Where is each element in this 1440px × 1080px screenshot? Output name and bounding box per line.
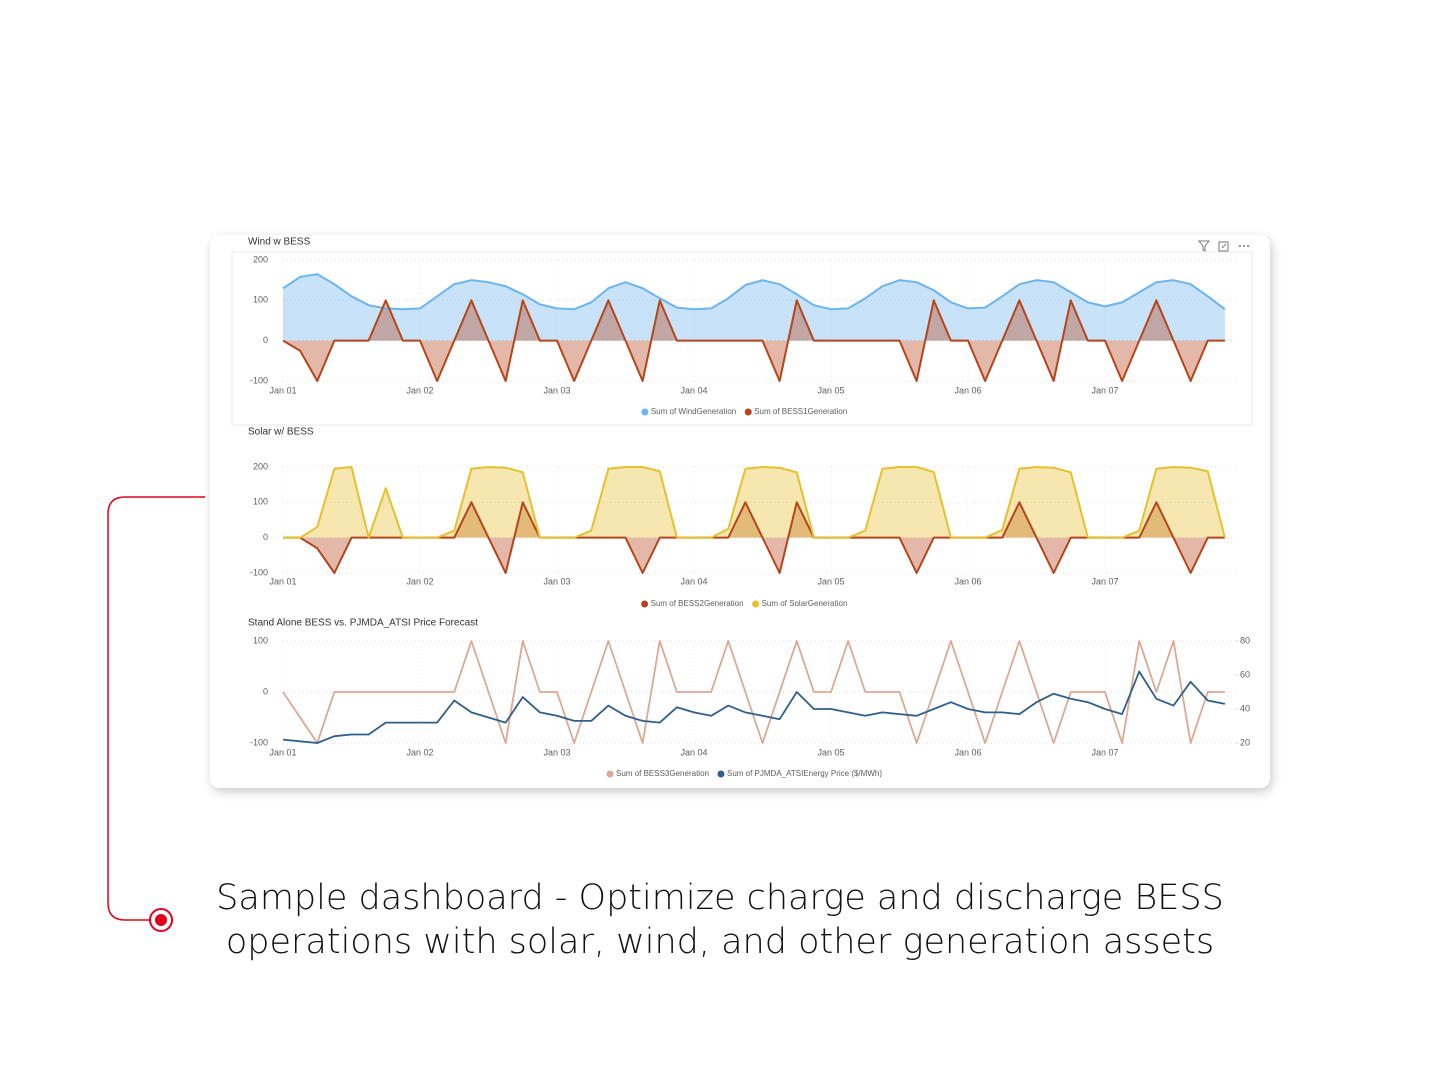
legend-label: Sum of BESS1Generation [754, 407, 847, 416]
series-line [283, 466, 1226, 539]
x-tick-label: Jan 04 [680, 576, 707, 586]
legend-label: Sum of SolarGeneration [762, 599, 848, 608]
legend: Sum of BESS2Generation Sum of SolarGenera… [641, 599, 847, 608]
x-tick-label: Jan 04 [680, 747, 707, 757]
legend-swatch [641, 600, 649, 608]
series-line [282, 640, 1225, 744]
x-tick-label: Jan 06 [954, 576, 981, 586]
more-icon[interactable] [1239, 245, 1249, 247]
toolbar[interactable] [1197, 240, 1249, 252]
y-tick-label: 100 [253, 635, 268, 645]
legend-label: Sum of PJMDA_ATSIEnergy Price ($/MWh) [727, 769, 882, 778]
legend-label: Sum of BESS3Generation [616, 769, 709, 778]
chart-title: Stand Alone BESS vs. PJMDA_ATSI Price Fo… [248, 618, 478, 629]
y2-tick-label: 40 [1240, 703, 1250, 713]
series-line [282, 273, 1226, 311]
chart-title: Solar w/ BESS [248, 427, 314, 438]
legend-swatch [641, 408, 649, 416]
x-tick-label: Jan 03 [543, 576, 570, 586]
x-tick-label: Jan 05 [817, 576, 844, 586]
y2-tick-label: 20 [1240, 737, 1250, 747]
legend: Sum of BESS3Generation Sum of PJMDA_ATSIE… [606, 769, 882, 778]
series-line [282, 299, 1225, 382]
x-tick-label: Jan 01 [269, 576, 296, 586]
focus-icon[interactable] [1218, 241, 1229, 252]
legend-swatch [744, 408, 752, 416]
x-tick-label: Jan 02 [406, 385, 433, 395]
x-tick-label: Jan 07 [1091, 385, 1118, 395]
area-fill [283, 502, 1225, 573]
caption: Sample dashboard - Optimize charge and d… [216, 878, 1224, 962]
y-tick-label: -100 [250, 737, 268, 747]
chart-title: Wind w BESS [248, 237, 311, 248]
x-tick-label: Jan 04 [680, 385, 707, 395]
x-tick-label: Jan 01 [269, 747, 296, 757]
legend-swatch [752, 600, 760, 608]
x-tick-label: Jan 07 [1091, 576, 1118, 586]
x-tick-label: Jan 06 [954, 747, 981, 757]
x-tick-label: Jan 05 [817, 385, 844, 395]
legend: Sum of WindGeneration Sum of BESS1Generat… [641, 407, 847, 416]
filter-icon[interactable] [1197, 240, 1211, 252]
y-tick-label: 100 [253, 497, 268, 507]
x-tick-label: Jan 03 [543, 747, 570, 757]
y2-tick-label: 80 [1240, 635, 1250, 645]
connector-dot-core [155, 914, 167, 926]
series-line [282, 670, 1226, 744]
x-tick-label: Jan 02 [406, 576, 433, 586]
x-tick-label: Jan 06 [954, 385, 981, 395]
y-tick-label: 0 [263, 532, 268, 542]
y-tick-label: 0 [263, 335, 268, 345]
area-fill [283, 300, 1225, 381]
x-tick-label: Jan 05 [817, 747, 844, 757]
x-tick-label: Jan 03 [543, 385, 570, 395]
y-tick-label: 200 [253, 461, 268, 471]
legend-label: Sum of BESS2Generation [651, 599, 744, 608]
y-tick-label: 0 [263, 686, 268, 696]
y-tick-label: -100 [250, 375, 268, 385]
y-tick-label: -100 [250, 567, 268, 577]
y-tick-label: 100 [253, 295, 268, 305]
x-tick-label: Jan 07 [1091, 747, 1118, 757]
y2-tick-label: 60 [1240, 669, 1250, 679]
legend-swatch [717, 770, 725, 778]
x-tick-label: Jan 01 [269, 385, 296, 395]
legend-label: Sum of WindGeneration [651, 407, 736, 416]
connector [107, 496, 205, 921]
series-line [283, 501, 1225, 574]
x-tick-label: Jan 02 [406, 747, 433, 757]
visual-border [231, 251, 1253, 426]
y-tick-label: 200 [253, 254, 268, 264]
legend-swatch [606, 770, 614, 778]
